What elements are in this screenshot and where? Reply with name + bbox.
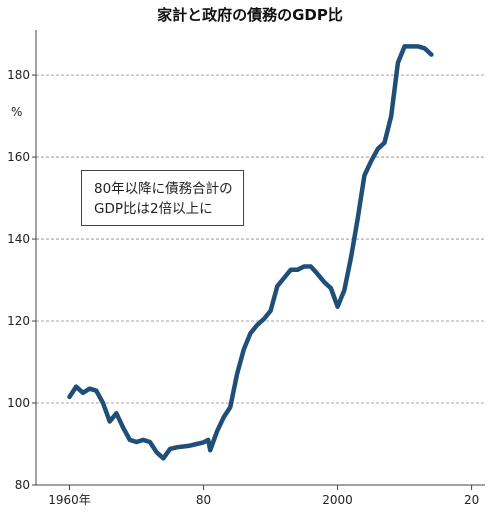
x-tick-label: 80 xyxy=(196,493,211,507)
y-axis-ticks: 80 100 120 140 160 180 xyxy=(7,68,36,492)
annotation-line-2: GDP比は2倍以上に xyxy=(94,201,213,217)
debt-gdp-series-line xyxy=(67,44,434,461)
annotation-box: 80年以降に債務合計の GDP比は2倍以上に xyxy=(81,170,244,226)
y-tick-label: 180 xyxy=(7,68,30,82)
chart-title: 家計と政府の債務のGDP比 xyxy=(157,6,343,24)
annotation-line-1: 80年以降に債務合計の xyxy=(94,181,233,197)
y-axis-unit: % xyxy=(11,105,22,119)
x-tick-label: 1960年 xyxy=(48,493,91,507)
x-tick-label: 20 xyxy=(464,493,479,507)
y-tick-label: 120 xyxy=(7,314,30,328)
y-tick-label: 140 xyxy=(7,232,30,246)
gridlines xyxy=(36,74,485,404)
y-tick-label: 100 xyxy=(7,396,30,410)
y-tick-label: 160 xyxy=(7,150,30,164)
x-axis-ticks: 1960年 80 2000 20 xyxy=(48,485,479,507)
x-tick-label: 2000 xyxy=(322,493,353,507)
y-tick-label: 80 xyxy=(15,478,30,492)
